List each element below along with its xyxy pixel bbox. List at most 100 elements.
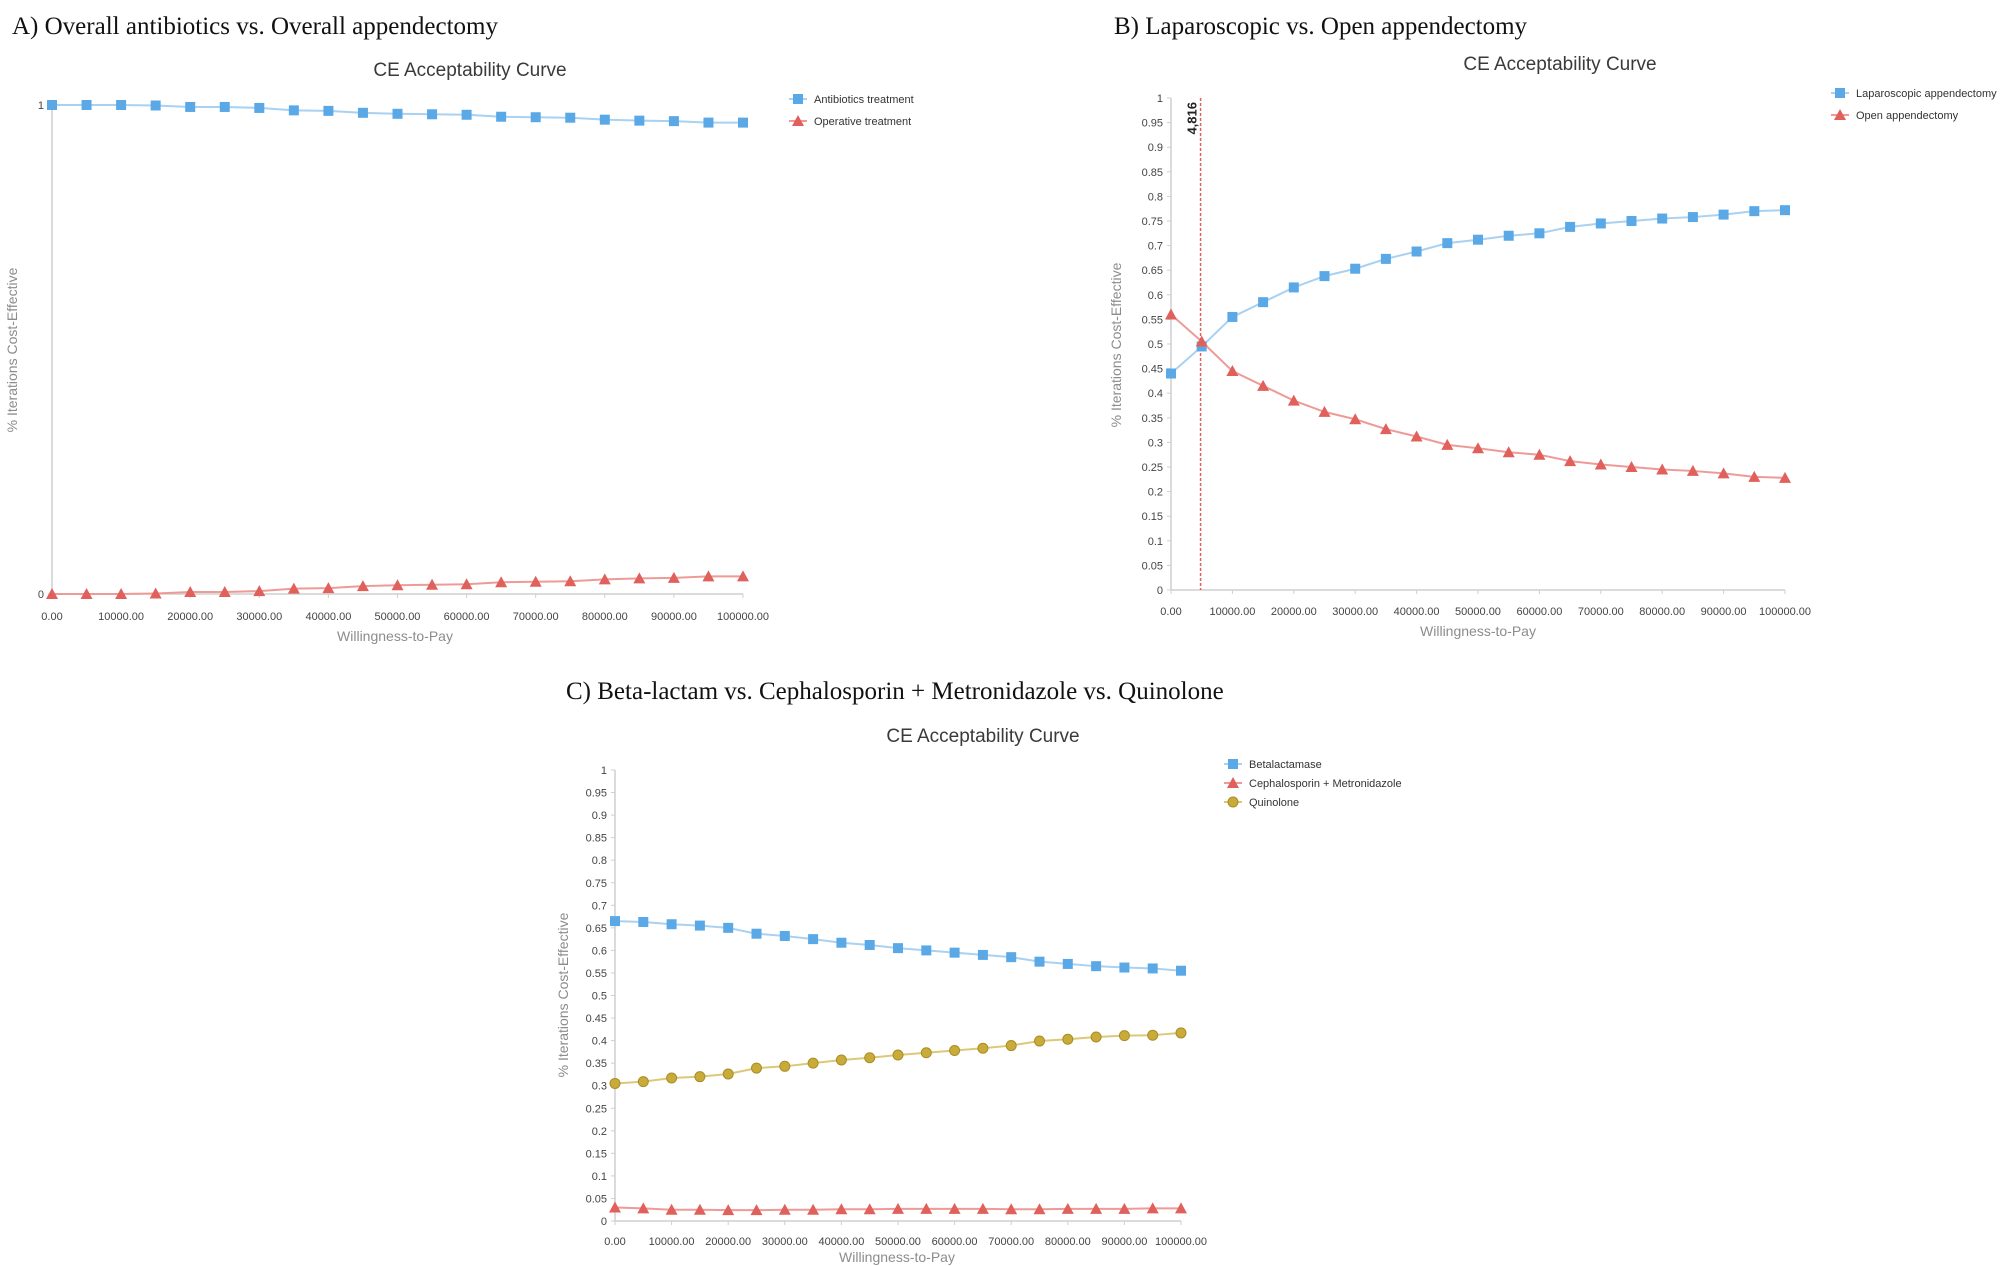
chart-c-data-point (638, 916, 649, 927)
chart-b-data-point (1441, 438, 1454, 450)
chart-b-data-point (1442, 238, 1453, 249)
chart-a-data-point (738, 117, 748, 128)
chart-c-data-point (1005, 1203, 1018, 1215)
chart-b-data-point (1195, 335, 1208, 347)
chart-c-data-point (637, 1076, 649, 1088)
chart-b-y-tick-label: 0.15 (1142, 511, 1163, 523)
chart-c-data-point (808, 934, 819, 945)
chart-c-data-point (1119, 962, 1130, 973)
chart-a-legend-marker (792, 115, 804, 126)
chart-a-data-point (287, 582, 300, 594)
chart-a-data-point (254, 102, 265, 113)
chart-b-data-point (1533, 448, 1546, 460)
chart-c-y-axis-label: % Iterations Cost-Effective (555, 912, 571, 1077)
chart-c-y-tick-label: 0.55 (586, 968, 607, 980)
chart-a-data-point (322, 582, 335, 594)
chart-c-y-tick-label: 0.35 (586, 1058, 607, 1070)
chart-a-data-point (47, 100, 57, 110)
chart-b-series-line (1170, 313, 1786, 479)
chart-b-y-tick-label: 0.4 (1148, 388, 1163, 400)
chart-a-data-point (218, 586, 231, 598)
chart-b-data-point (1226, 365, 1239, 377)
chart-b-data-point (1748, 470, 1761, 482)
chart-b-data-point (1349, 413, 1362, 425)
chart-b-data-point (1718, 209, 1729, 220)
chart-b-y-tick-label: 0.65 (1142, 265, 1163, 277)
chart-c-y-tick-label: 0.85 (586, 833, 607, 845)
chart-a-legend-marker (793, 94, 803, 104)
chart-c-x-tick-label: 80000.00 (1045, 1236, 1091, 1248)
chart-c-data-point (1147, 963, 1158, 974)
chart-c-x-tick-label: 50000.00 (875, 1236, 921, 1248)
chart-a-x-tick-label: 70000.00 (513, 611, 559, 623)
chart-c-x-axis-label: Willingness-to-Pay (839, 1249, 955, 1265)
chart-c-legend-label: Cephalosporin + Metronidazole (1249, 778, 1402, 790)
chart-c-x-tick-label: 100000.00 (1155, 1236, 1207, 1248)
chart-c-y-tick-label: 0.45 (586, 1013, 607, 1025)
chart-a-data-point (80, 588, 93, 599)
chart-a-data-point (633, 572, 646, 584)
chart-c-data-point (1062, 958, 1073, 969)
chart-b-y-tick-label: 0.85 (1142, 167, 1163, 179)
chart-c-data-point (1034, 956, 1045, 967)
chart-c-legend-marker (1228, 759, 1238, 769)
chart-c-data-point (1090, 1202, 1103, 1214)
chart-a-x-tick-label: 90000.00 (651, 611, 697, 623)
chart-c-data-point (1062, 1033, 1074, 1045)
chart-c-x-tick-label: 40000.00 (818, 1236, 864, 1248)
chart-c-y-tick-label: 0.05 (586, 1193, 607, 1205)
chart-b-data-point (1657, 213, 1668, 224)
chart-b-data-point (1319, 271, 1330, 282)
chart-b-x-tick-label: 60000.00 (1516, 606, 1562, 618)
chart-a-data-point (564, 575, 577, 587)
chart-c-data-point (864, 939, 875, 950)
chart-b-data-point (1410, 430, 1423, 442)
chart-a-x-tick-label: 20000.00 (167, 611, 213, 623)
chart-c-data-point (751, 928, 762, 939)
chart-a-title: CE Acceptability Curve (373, 60, 566, 81)
chart-a-data-point (461, 109, 472, 120)
chart-a-data-point (529, 575, 542, 587)
chart-b-data-point (1594, 458, 1607, 470)
chart-c-y-tick-label: 0.65 (586, 923, 607, 935)
chart-c-y-tick-label: 0.25 (586, 1103, 607, 1115)
chart-c-data-point (920, 1202, 933, 1214)
chart-c-y-tick-label: 0.75 (586, 878, 607, 890)
chart-a-x-axis-label: Willingness-to-Pay (337, 628, 453, 644)
chart-b-x-tick-label: 100000.00 (1759, 606, 1811, 618)
chart-c-x-tick-label: 0.00 (604, 1236, 625, 1248)
chart-a-y-axis-label: % Iterations Cost-Effective (4, 267, 20, 432)
panel-a: A) Overall antibiotics vs. Overall appen… (4, 13, 914, 644)
chart-c-data-point (807, 1203, 820, 1215)
chart-c-data-point (1033, 1203, 1046, 1215)
chart-c-data-point (1175, 1202, 1187, 1214)
chart-b-x-tick-label: 10000.00 (1209, 606, 1255, 618)
panel-a-heading: A) Overall antibiotics vs. Overall appen… (12, 13, 498, 40)
chart-c-x-tick-label: 70000.00 (988, 1236, 1034, 1248)
chart-b-data-point (1411, 246, 1422, 257)
chart-b-legend-marker (1834, 109, 1846, 120)
chart-b-data-point (1318, 405, 1331, 417)
chart-c-y-tick-label: 0.7 (592, 900, 607, 912)
chart-c-data-point (750, 1204, 763, 1216)
chart-c-data-point (1034, 1035, 1045, 1047)
chart-b-x-tick-label: 90000.00 (1701, 606, 1747, 618)
chart-c-data-point (751, 1062, 762, 1074)
chart-b-x-axis-label: Willingness-to-Pay (1420, 623, 1536, 639)
chart-a-legend-label: Antibiotics treatment (814, 94, 914, 106)
chart-b-data-point (1288, 282, 1299, 293)
chart-b-x-tick-label: 20000.00 (1271, 606, 1317, 618)
chart-a-data-point (323, 105, 334, 116)
chart-c-y-tick-label: 0.4 (592, 1036, 607, 1048)
chart-b-y-tick-label: 0.6 (1148, 290, 1163, 302)
chart-a-x-tick-label: 80000.00 (582, 611, 628, 623)
chart-a-data-point (219, 101, 230, 112)
chart-c-data-point (693, 1203, 706, 1215)
chart-b-y-tick-label: 0.2 (1148, 487, 1163, 499)
chart-a-data-point (426, 578, 439, 590)
chart-b-threshold-label: 4,816 (1185, 102, 1200, 135)
chart-a-data-point (460, 578, 473, 590)
chart-a-data-point (702, 570, 715, 582)
chart-a-data-point (184, 586, 197, 598)
chart-b-data-point (1749, 206, 1760, 217)
